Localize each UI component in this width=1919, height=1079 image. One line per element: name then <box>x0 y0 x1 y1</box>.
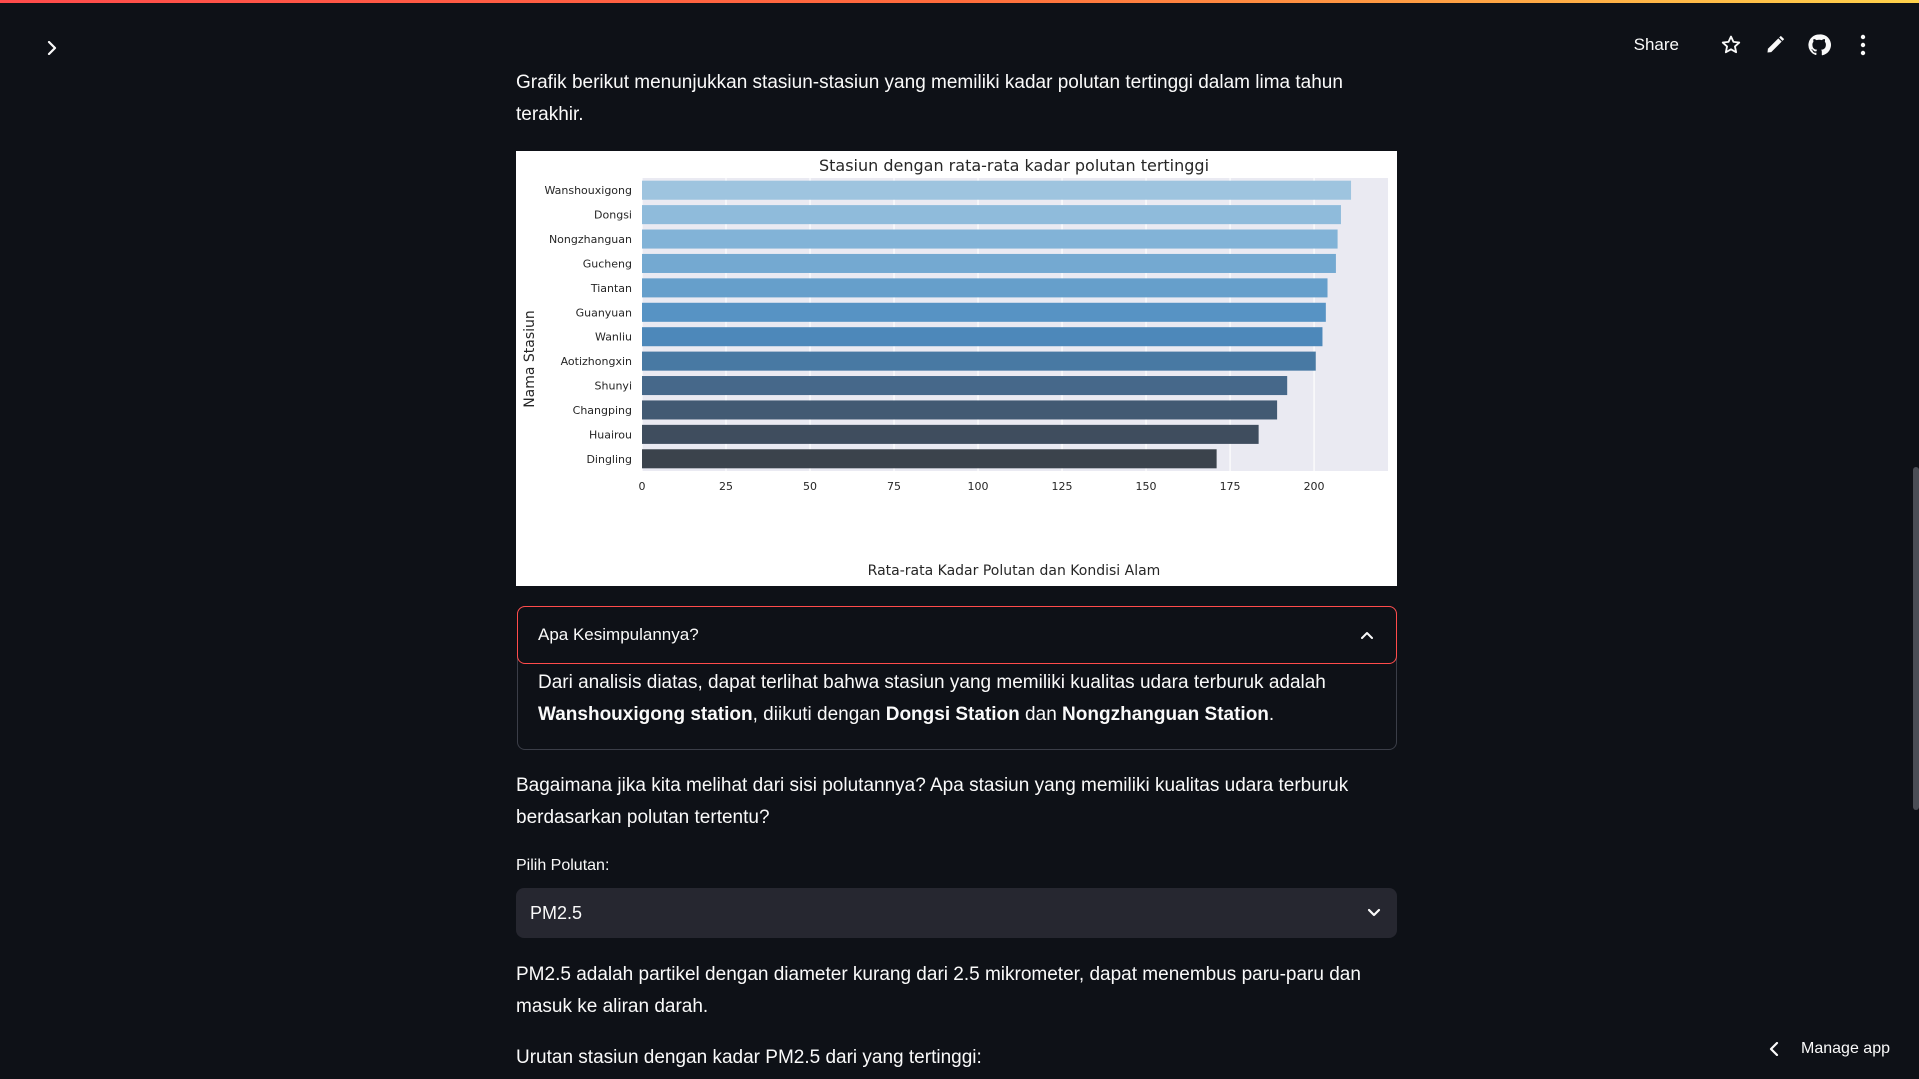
y-axis-label: Nama Stasiun <box>522 310 538 408</box>
plot-area <box>642 178 1388 471</box>
chevron-down-icon <box>1367 908 1381 917</box>
page-scrollbar[interactable] <box>1913 467 1919 810</box>
header-toolbar: Share <box>1634 30 1877 60</box>
category-label: Dongsi <box>594 209 632 222</box>
bar-dingling <box>642 449 1217 469</box>
pm25-description: PM2.5 adalah partikel dengan diameter ku… <box>516 964 1361 1017</box>
pencil-icon <box>1767 35 1785 53</box>
manage-app-label: Manage app <box>1801 1040 1890 1057</box>
category-label: Changping <box>573 404 632 417</box>
category-label: Tiantan <box>590 282 632 295</box>
star-icon <box>1721 35 1741 54</box>
category-label: Gucheng <box>583 257 632 270</box>
station-highlight: Nongzhanguan Station <box>1062 704 1269 725</box>
chart-svg: Stasiun dengan rata-rata kadar polutan t… <box>522 156 1388 579</box>
x-tick-label: 25 <box>719 480 733 493</box>
x-tick-label: 50 <box>803 480 817 493</box>
category-label: Dingling <box>586 453 632 466</box>
conclusion-text: , diikuti dengan <box>752 704 886 725</box>
question-paragraph: Bagaimana jika kita melihat dari sisi po… <box>516 775 1349 828</box>
pollutant-select[interactable]: PM2.5 <box>516 888 1397 938</box>
chart-title: Stasiun dengan rata-rata kadar polutan t… <box>819 156 1209 175</box>
category-label: Guanyuan <box>576 306 632 319</box>
station-highlight: Wanshouxigong station <box>538 704 753 725</box>
x-tick-label: 175 <box>1220 480 1241 493</box>
bar-nongzhanguan <box>642 229 1338 249</box>
favorite-button[interactable] <box>1717 31 1745 59</box>
x-tick-label: 75 <box>887 480 901 493</box>
station-pollutant-chart: Stasiun dengan rata-rata kadar polutan t… <box>516 151 1397 586</box>
conclusion-text: dan <box>1019 704 1063 725</box>
x-tick-label: 150 <box>1136 480 1157 493</box>
x-axis-label: Rata-rata Kadar Polutan dan Kondisi Alam <box>868 563 1161 579</box>
main-menu-button[interactable] <box>1849 31 1877 59</box>
bar-aotizhongxin <box>642 351 1316 371</box>
edit-button[interactable] <box>1761 31 1789 59</box>
pollutant-select-label: Pilih Polutan: <box>516 857 610 874</box>
conclusion-expander: Apa Kesimpulannya? Dari analisis diatas,… <box>517 606 1397 750</box>
github-button[interactable] <box>1805 31 1833 59</box>
chevron-up-icon <box>1361 632 1373 639</box>
more-vertical-icon <box>1860 34 1866 56</box>
category-label: Nongzhanguan <box>549 233 632 246</box>
bar-wanshouxigong <box>642 180 1352 200</box>
bar-wanliu <box>642 327 1323 347</box>
bar-tiantan <box>642 278 1328 298</box>
chevron-left-icon <box>1769 1042 1779 1056</box>
conclusion-text: Dari analisis diatas, dapat terlihat bah… <box>538 672 1326 693</box>
expander-header[interactable]: Apa Kesimpulannya? <box>517 606 1397 664</box>
x-tick-label: 125 <box>1052 480 1073 493</box>
chevron-right-icon <box>47 41 57 55</box>
bar-changping <box>642 400 1278 420</box>
bar-dongsi <box>642 205 1341 225</box>
bar-gucheng <box>642 253 1336 273</box>
manage-app-button[interactable]: Manage app <box>1769 1040 1890 1058</box>
bars <box>642 180 1352 469</box>
top-decoration-stripe <box>0 0 1919 3</box>
share-button[interactable]: Share <box>1633 35 1679 54</box>
station-order-heading: Urutan stasiun dengan kadar PM2.5 dari y… <box>516 1047 982 1068</box>
x-tick-label: 0 <box>639 480 646 493</box>
category-label: Shunyi <box>595 380 632 393</box>
category-label: Wanshouxigong <box>544 184 632 197</box>
category-label: Huairou <box>589 428 632 441</box>
category-labels: Wanshouxigong Dongsi Nongzhanguan Gucheng Ti… <box>544 184 632 466</box>
station-highlight: Dongsi Station <box>885 704 1020 725</box>
expander-body: Dari analisis diatas, dapat terlihat bah… <box>538 667 1378 731</box>
bar-guanyuan <box>642 302 1326 322</box>
pollutant-select-value: PM2.5 <box>530 902 583 923</box>
intro-paragraph: Grafik berikut menunjukkan stasiun-stasi… <box>516 72 1343 125</box>
gridlines <box>641 178 1315 471</box>
x-tick-labels: 0 25 50 75 100 125 150 175 200 <box>639 480 1325 493</box>
github-icon <box>1808 34 1831 56</box>
x-tick-label: 200 <box>1304 480 1325 493</box>
bar-huairou <box>642 424 1259 444</box>
expander-title: Apa Kesimpulannya? <box>538 625 699 644</box>
category-label: Wanliu <box>595 331 632 344</box>
bar-shunyi <box>642 376 1288 396</box>
sidebar-expand-button[interactable] <box>40 36 64 60</box>
category-label: Aotizhongxin <box>561 355 632 368</box>
x-tick-label: 100 <box>968 480 989 493</box>
conclusion-text: . <box>1268 704 1275 725</box>
